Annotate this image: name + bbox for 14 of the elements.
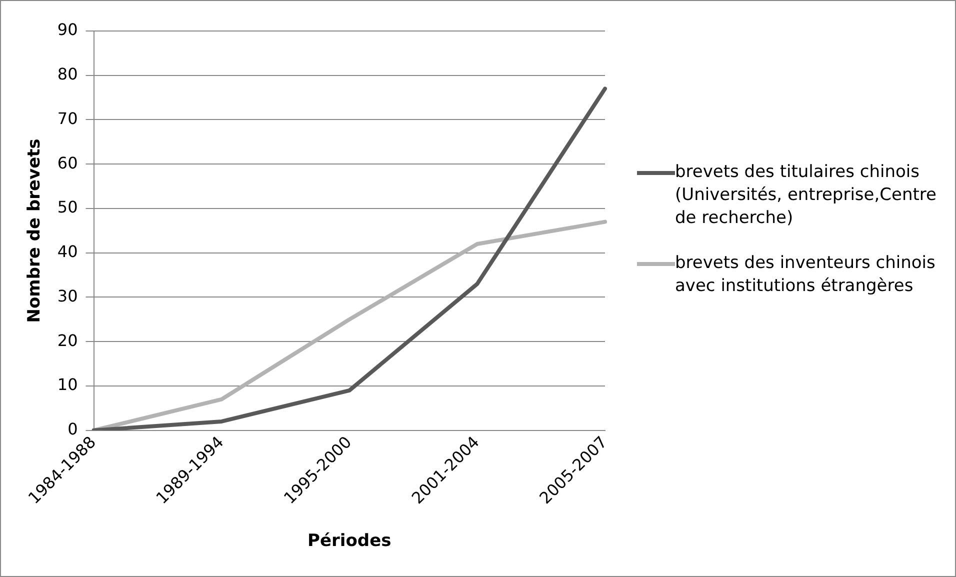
y-tick-label: 80 (57, 64, 78, 84)
y-tick-label: 0 (68, 420, 78, 439)
legend-label: brevets des titulaires chinois (Universités, entreprise,Centre de recherche) (675, 161, 938, 230)
y-tick-label: 90 (57, 20, 78, 40)
y-tick-label: 20 (57, 330, 78, 350)
y-tick-label: 60 (57, 153, 78, 172)
y-axis-title: Nombre de brevets (24, 138, 45, 323)
x-axis-title: Périodes (308, 531, 392, 552)
y-tick-label: 10 (57, 375, 78, 394)
legend-label: brevets des inventeurs chinois avec institutions étrangères (675, 252, 936, 298)
y-tick-label: 50 (57, 198, 78, 217)
y-tick-label: 40 (57, 242, 78, 262)
y-tick-label: 70 (57, 108, 78, 128)
y-tick-label: 30 (57, 286, 78, 306)
